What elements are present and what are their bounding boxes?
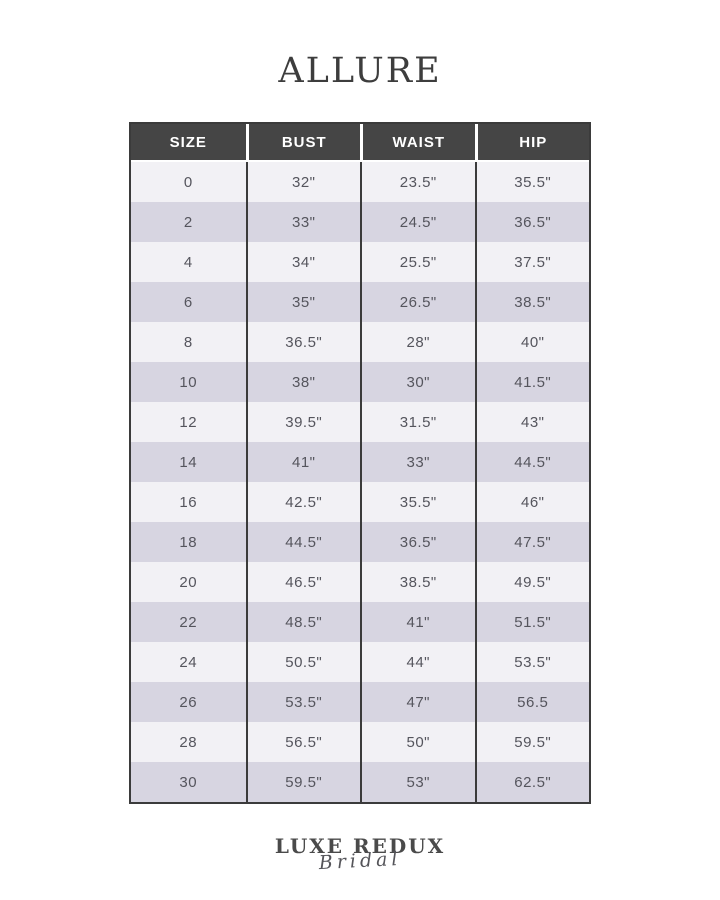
cell-waist: 28" <box>360 322 475 362</box>
cell-bust: 44.5" <box>245 522 360 562</box>
cell-waist: 23.5" <box>360 162 475 202</box>
cell-hip: 36.5" <box>474 202 589 242</box>
cell-bust: 33" <box>245 202 360 242</box>
cell-hip: 46" <box>474 482 589 522</box>
cell-hip: 49.5" <box>474 562 589 602</box>
cell-bust: 34" <box>245 242 360 282</box>
cell-bust: 32" <box>245 162 360 202</box>
cell-waist: 24.5" <box>360 202 475 242</box>
table-row: 4 34" 25.5" 37.5" <box>131 242 589 282</box>
table-row: 16 42.5" 35.5" 46" <box>131 482 589 522</box>
table-header: SIZE BUST WAIST HIP <box>131 124 589 162</box>
cell-hip: 41.5" <box>474 362 589 402</box>
cell-hip: 43" <box>474 402 589 442</box>
luxe-redux-logo: LUXE REDUX Bridal <box>274 834 446 874</box>
cell-waist: 53" <box>360 762 475 802</box>
cell-hip: 62.5" <box>474 762 589 802</box>
cell-waist: 47" <box>360 682 475 722</box>
cell-size: 24 <box>131 642 246 682</box>
cell-size: 30 <box>131 762 246 802</box>
cell-size: 14 <box>131 442 246 482</box>
cell-bust: 46.5" <box>245 562 360 602</box>
cell-waist: 26.5" <box>360 282 475 322</box>
cell-waist: 38.5" <box>360 562 475 602</box>
cell-waist: 30" <box>360 362 475 402</box>
cell-hip: 53.5" <box>474 642 589 682</box>
cell-waist: 35.5" <box>360 482 475 522</box>
cell-bust: 39.5" <box>245 402 360 442</box>
logo-wordmark: LUXE REDUX <box>274 834 446 858</box>
cell-size: 0 <box>131 162 246 202</box>
table-row: 26 53.5" 47" 56.5 <box>131 682 589 722</box>
cell-hip: 40" <box>474 322 589 362</box>
column-header-bust: BUST <box>245 124 360 162</box>
table-row: 18 44.5" 36.5" 47.5" <box>131 522 589 562</box>
cell-waist: 36.5" <box>360 522 475 562</box>
cell-hip: 38.5" <box>474 282 589 322</box>
column-header-size: SIZE <box>131 124 246 162</box>
table-row: 28 56.5" 50" 59.5" <box>131 722 589 762</box>
cell-hip: 37.5" <box>474 242 589 282</box>
size-chart-table: SIZE BUST WAIST HIP 0 32" 23.5" 35.5" 2 33" 24.5"… <box>129 122 591 804</box>
cell-size: 20 <box>131 562 246 602</box>
cell-hip: 35.5" <box>474 162 589 202</box>
cell-bust: 56.5" <box>245 722 360 762</box>
cell-size: 16 <box>131 482 246 522</box>
cell-size: 18 <box>131 522 246 562</box>
cell-hip: 51.5" <box>474 602 589 642</box>
cell-bust: 36.5" <box>245 322 360 362</box>
cell-waist: 25.5" <box>360 242 475 282</box>
table-row: 22 48.5" 41" 51.5" <box>131 602 589 642</box>
cell-bust: 53.5" <box>245 682 360 722</box>
table-row: 24 50.5" 44" 53.5" <box>131 642 589 682</box>
table-row: 10 38" 30" 41.5" <box>131 362 589 402</box>
header-row: SIZE BUST WAIST HIP <box>131 124 589 162</box>
cell-size: 26 <box>131 682 246 722</box>
cell-waist: 33" <box>360 442 475 482</box>
table-row: 8 36.5" 28" 40" <box>131 322 589 362</box>
cell-bust: 41" <box>245 442 360 482</box>
table-row: 2 33" 24.5" 36.5" <box>131 202 589 242</box>
cell-bust: 42.5" <box>245 482 360 522</box>
cell-size: 12 <box>131 402 246 442</box>
cell-size: 6 <box>131 282 246 322</box>
cell-size: 4 <box>131 242 246 282</box>
brand-title: ALLURE <box>278 51 442 91</box>
cell-waist: 31.5" <box>360 402 475 442</box>
cell-waist: 44" <box>360 642 475 682</box>
cell-bust: 38" <box>245 362 360 402</box>
cell-hip: 44.5" <box>474 442 589 482</box>
cell-waist: 50" <box>360 722 475 762</box>
cell-hip: 59.5" <box>474 722 589 762</box>
table-row: 20 46.5" 38.5" 49.5" <box>131 562 589 602</box>
cell-bust: 50.5" <box>245 642 360 682</box>
cell-size: 10 <box>131 362 246 402</box>
table-row: 12 39.5" 31.5" 43" <box>131 402 589 442</box>
cell-size: 2 <box>131 202 246 242</box>
cell-bust: 59.5" <box>245 762 360 802</box>
cell-bust: 48.5" <box>245 602 360 642</box>
cell-waist: 41" <box>360 602 475 642</box>
column-header-waist: WAIST <box>360 124 475 162</box>
table-row: 30 59.5" 53" 62.5" <box>131 762 589 802</box>
table-body: 0 32" 23.5" 35.5" 2 33" 24.5" 36.5" 4 34" 25.5" 37.… <box>131 162 589 802</box>
cell-size: 28 <box>131 722 246 762</box>
column-header-hip: HIP <box>474 124 589 162</box>
table-row: 0 32" 23.5" 35.5" <box>131 162 589 202</box>
table-row: 6 35" 26.5" 38.5" <box>131 282 589 322</box>
cell-hip: 56.5 <box>474 682 589 722</box>
cell-size: 8 <box>131 322 246 362</box>
cell-bust: 35" <box>245 282 360 322</box>
table-row: 14 41" 33" 44.5" <box>131 442 589 482</box>
cell-size: 22 <box>131 602 246 642</box>
cell-hip: 47.5" <box>474 522 589 562</box>
